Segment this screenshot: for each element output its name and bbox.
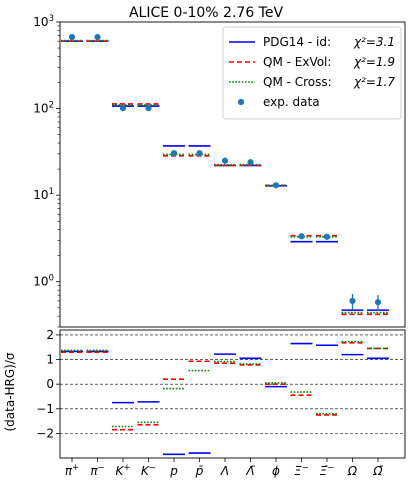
top-data-point <box>349 297 356 305</box>
x-tick-label: Ω <box>347 464 358 478</box>
top-plot-frame <box>59 21 406 328</box>
legend: PDG14 - id: χ²=3.1 QM - ExVol: χ²=1.9 QM - C… <box>222 26 402 120</box>
bottom-panel: −2 −1 0 1 2 π+ π− K+ K− p p̄ Λ Λ̄ ϕ Ξ− Ξ̄− Ω Ω̄ <box>36 328 406 478</box>
top-y-tick-label: 100 <box>33 274 54 289</box>
top-data-point <box>247 159 254 166</box>
x-tick-label: p <box>169 464 178 478</box>
legend-chi2: χ²=3.1 <box>353 35 395 49</box>
bottom-y-tick-label: −1 <box>36 402 54 416</box>
legend-label: exp. data <box>263 95 320 109</box>
legend-chi2: χ²=1.9 <box>353 55 395 69</box>
top-data-point <box>68 33 76 41</box>
bottom-plot-frame <box>59 329 406 459</box>
x-tick-label: ϕ <box>272 464 280 478</box>
x-tick-label: Ω̄ <box>372 464 383 478</box>
bottom-y-tick-label: 2 <box>46 328 54 342</box>
bottom-y-tick-label: 1 <box>46 353 54 367</box>
top-y-tick-label: 101 <box>33 187 54 202</box>
top-data-point <box>119 105 127 112</box>
x-tick-label: π− <box>90 463 104 478</box>
x-tick-label: Λ̄ <box>245 464 255 478</box>
x-tick-label: Λ <box>220 464 229 478</box>
bottom-y-axis-label: (data-HRG)/σ <box>3 352 17 431</box>
legend-label: QM - Cross: <box>263 75 332 89</box>
top-data-point <box>196 150 203 157</box>
top-y-tick-label: 102 <box>33 101 54 116</box>
x-tick-label: Ξ̄− <box>320 463 335 478</box>
x-tick-label: Ξ− <box>294 463 309 478</box>
top-data-point <box>272 182 280 189</box>
top-y-tick-label: 103 <box>33 14 54 29</box>
top-data-point <box>221 157 229 164</box>
legend-chi2: χ²=1.7 <box>353 75 395 89</box>
legend-box <box>222 26 402 120</box>
top-data-point <box>145 105 152 112</box>
top-data-point <box>170 150 178 157</box>
legend-label: PDG14 - id: <box>263 35 331 49</box>
x-tick-label: K− <box>141 463 156 478</box>
legend-label: QM - ExVol: <box>263 55 331 69</box>
legend-marker <box>237 98 245 106</box>
chart-title: ALICE 0-10% 2.76 TeV <box>129 5 284 21</box>
x-tick-label: K+ <box>116 463 131 478</box>
x-tick-label: π+ <box>65 463 79 478</box>
top-data-point <box>323 233 331 240</box>
x-tick-label: p̄ <box>195 464 204 478</box>
top-data-point <box>374 299 382 306</box>
top-data-point <box>94 33 101 41</box>
bottom-y-tick-label: −2 <box>36 426 54 440</box>
top-panel: 100 101 102 103 <box>33 14 406 328</box>
bottom-y-tick-label: 0 <box>46 377 54 391</box>
top-data-point <box>298 233 305 240</box>
